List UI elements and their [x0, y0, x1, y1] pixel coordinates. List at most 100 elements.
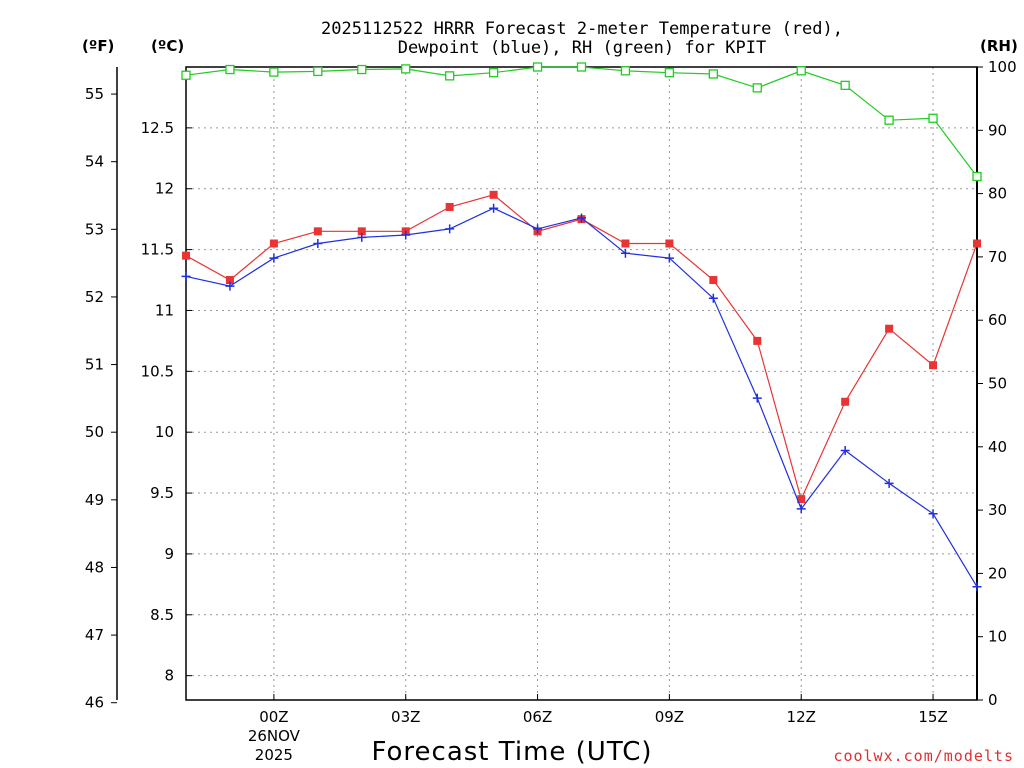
- temperature-point: [489, 190, 498, 199]
- rh-unit-label: (RH): [980, 37, 1018, 55]
- grid-lines: [186, 67, 977, 700]
- dewpoint-point: [752, 393, 762, 403]
- rh-point: [181, 70, 191, 80]
- dewpoint-point: [928, 509, 938, 519]
- data-series: [181, 62, 982, 592]
- celsius-tick-label: 12: [155, 180, 174, 198]
- dewpoint-point: [357, 232, 367, 242]
- dewpoint-point: [489, 203, 499, 213]
- dewpoint-point: [972, 582, 982, 592]
- rh-tick-label: 80: [988, 185, 1007, 203]
- dewpoint-point: [620, 248, 630, 258]
- fahrenheit-tick-label: 51: [85, 356, 104, 374]
- temperature-point: [753, 336, 762, 345]
- dewpoint-point: [708, 293, 718, 303]
- temperature-point: [313, 227, 322, 236]
- temperature-point: [357, 227, 366, 236]
- celsius-tick-label: 9.5: [150, 484, 174, 502]
- dewpoint-point: [181, 271, 191, 281]
- celsius-tick-label: 8: [164, 667, 174, 685]
- temperature-point: [182, 251, 190, 260]
- tick-labels: 8 8.5 9 9.5 10 10.5 11 11.5 12 12.5 46 47 48 49 50 51 52…: [85, 58, 1017, 764]
- chart-title-line-1: 2025112522 HRRR Forecast 2-meter Tempera…: [321, 19, 843, 39]
- rh-point: [664, 68, 675, 78]
- series-rh: [181, 62, 982, 182]
- dewpoint-point: [225, 281, 235, 291]
- fahrenheit-tick-label: 55: [85, 85, 104, 103]
- rh-tick-label: 20: [988, 564, 1007, 582]
- x-tick-label: 09Z: [655, 708, 684, 726]
- temperature-point: [885, 324, 894, 333]
- fahrenheit-tick-label: 49: [85, 491, 104, 509]
- temperature-line: [185, 194, 978, 501]
- dewpoint-point: [884, 478, 894, 488]
- temperature-point: [973, 239, 981, 248]
- rh-point: [576, 62, 587, 72]
- series-temperature: [182, 190, 981, 504]
- rh-point: [884, 115, 894, 125]
- celsius-tick-label: 12.5: [141, 119, 174, 137]
- rh-point: [928, 113, 938, 123]
- fahrenheit-tick-label: 50: [85, 423, 104, 441]
- temperature-point: [709, 276, 718, 285]
- celsius-tick-label: 9: [164, 545, 174, 563]
- series-dewpoint: [181, 203, 982, 592]
- fahrenheit-tick-label: 52: [85, 288, 104, 306]
- fahrenheit-tick-label: 53: [85, 220, 104, 238]
- chart-title: 2025112522 HRRR Forecast 2-meter Tempera…: [321, 19, 843, 58]
- rh-point: [840, 80, 850, 91]
- plot-frame: [185, 66, 978, 701]
- temperature-point: [225, 276, 234, 285]
- rh-point: [269, 67, 279, 77]
- dewpoint-point: [533, 224, 543, 234]
- celsius-unit-label: (ºC): [151, 37, 184, 55]
- x-tick-label: 00Z: [259, 708, 288, 726]
- rh-point: [488, 68, 499, 78]
- temperature-point: [841, 397, 850, 406]
- dewpoint-point: [313, 239, 323, 249]
- dewpoint-point: [269, 253, 279, 263]
- rh-point: [972, 171, 982, 182]
- celsius-tick-label: 8.5: [150, 606, 174, 624]
- x-tick-label: 03Z: [391, 708, 420, 726]
- temperature-point: [269, 239, 278, 248]
- dewpoint-point: [664, 253, 674, 263]
- fahrenheit-tick-label: 46: [85, 694, 104, 712]
- temperature-point: [797, 495, 806, 504]
- temperature-point: [929, 361, 938, 370]
- rh-tick-label: 60: [988, 311, 1007, 329]
- axes: [116, 66, 978, 701]
- x-tick-label: 15Z: [918, 708, 947, 726]
- dewpoint-point: [796, 504, 806, 514]
- date-year-label: 2025: [255, 746, 293, 764]
- dewpoint-point: [577, 213, 586, 223]
- rh-point: [401, 64, 411, 74]
- celsius-tick-label: 11.5: [141, 241, 174, 259]
- rh-point: [752, 83, 762, 93]
- chart-title-line-2: Dewpoint (blue), RH (green) for KPIT: [398, 38, 766, 58]
- dewpoint-point: [401, 230, 411, 240]
- rh-tick-label: 30: [988, 501, 1007, 519]
- dewpoint-point: [840, 445, 850, 455]
- rh-point: [796, 66, 806, 76]
- source-credit: coolwx.com/modelts: [833, 747, 1014, 765]
- celsius-tick-label: 10: [155, 423, 174, 441]
- rh-tick-label: 70: [988, 248, 1007, 266]
- rh-tick-label: 90: [988, 121, 1007, 139]
- fahrenheit-unit-label: (ºF): [82, 37, 114, 55]
- rh-line: [185, 66, 978, 177]
- fahrenheit-tick-label: 48: [85, 558, 104, 576]
- temperature-point: [665, 239, 674, 248]
- rh-tick-label: 0: [988, 691, 998, 709]
- rh-tick-label: 100: [988, 58, 1017, 76]
- dewpoint-line: [185, 207, 978, 588]
- rh-point: [225, 64, 235, 75]
- rh-point: [313, 66, 323, 77]
- temperature-point: [445, 202, 454, 211]
- celsius-tick-label: 10.5: [141, 362, 174, 380]
- dewpoint-point: [445, 224, 455, 234]
- fahrenheit-tick-label: 54: [85, 153, 104, 171]
- rh-point: [357, 64, 367, 75]
- x-tick-label: 12Z: [787, 708, 816, 726]
- rh-tick-label: 40: [988, 438, 1007, 456]
